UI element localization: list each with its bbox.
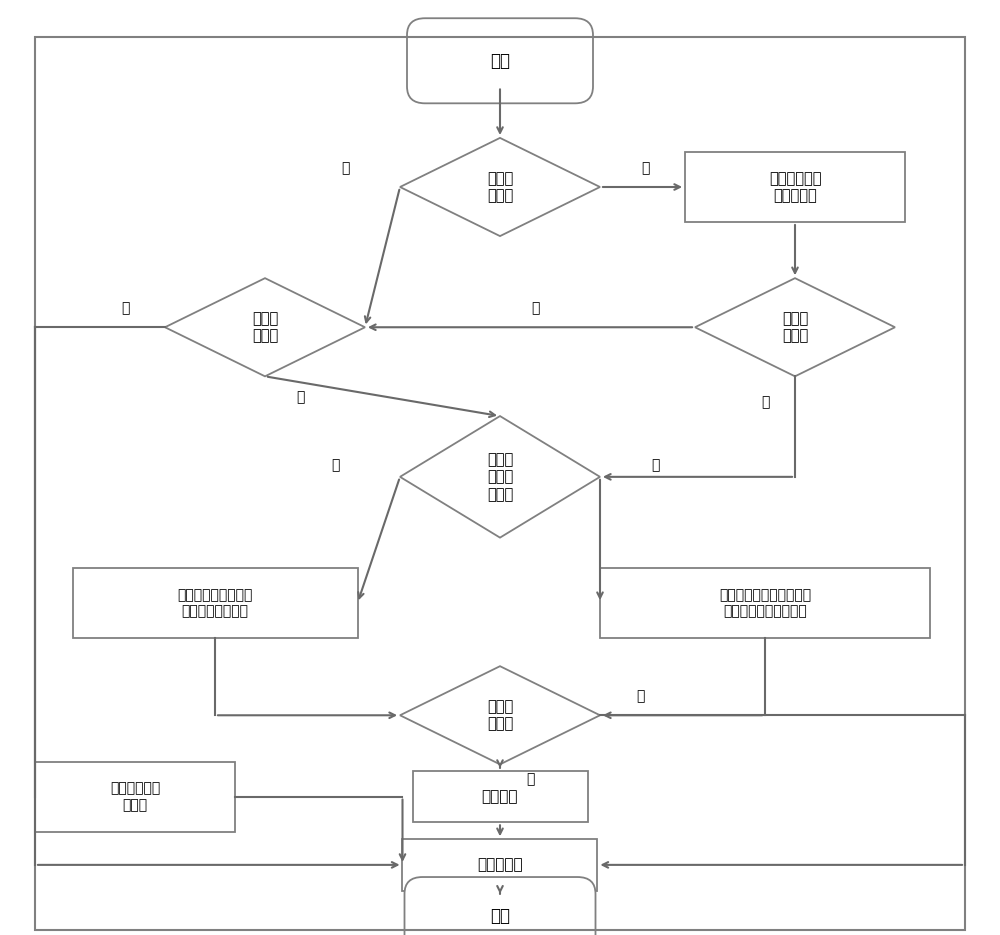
Text: 是: 是 xyxy=(651,459,659,472)
Text: 否: 否 xyxy=(331,459,339,472)
Polygon shape xyxy=(400,666,600,765)
FancyBboxPatch shape xyxy=(407,18,593,103)
Text: 提示管理员增
加节点: 提示管理员增 加节点 xyxy=(110,782,160,812)
Bar xyxy=(73,568,358,638)
Text: 停止均衡器: 停止均衡器 xyxy=(477,857,523,872)
Text: 选取该队列同机架负载最
小的节点作为目标节点: 选取该队列同机架负载最 小的节点作为目标节点 xyxy=(719,588,811,618)
Text: 是: 是 xyxy=(531,302,539,315)
Text: 空闲队
列为空: 空闲队 列为空 xyxy=(782,311,808,343)
Bar xyxy=(685,151,905,222)
Text: 源宿节
点验证: 源宿节 点验证 xyxy=(487,699,513,731)
Bar xyxy=(35,761,235,832)
Text: 均衡队
列为空: 均衡队 列为空 xyxy=(252,311,278,343)
Polygon shape xyxy=(400,137,600,236)
Text: 否: 否 xyxy=(761,396,769,410)
Text: 是: 是 xyxy=(341,162,349,175)
Polygon shape xyxy=(165,279,365,376)
Text: 选取该队列负载最小
节点作为目标节点: 选取该队列负载最小 节点作为目标节点 xyxy=(177,588,253,618)
Text: 结束: 结束 xyxy=(490,907,510,926)
Polygon shape xyxy=(695,279,895,376)
Text: 是否存
在同机
架节点: 是否存 在同机 架节点 xyxy=(487,452,513,502)
Polygon shape xyxy=(400,416,600,538)
FancyBboxPatch shape xyxy=(404,877,595,935)
Text: 否: 否 xyxy=(641,162,649,175)
Text: 否: 否 xyxy=(636,690,644,703)
Text: 选取过载节点
作为源节点: 选取过载节点 作为源节点 xyxy=(769,171,821,203)
Bar xyxy=(600,568,930,638)
Bar xyxy=(402,840,597,890)
Text: 否: 否 xyxy=(296,390,304,404)
Text: 负载迁移: 负载迁移 xyxy=(482,789,518,804)
Text: 过载队
列为空: 过载队 列为空 xyxy=(487,171,513,203)
Text: 是: 是 xyxy=(526,772,534,786)
Bar xyxy=(413,770,588,823)
Text: 开始: 开始 xyxy=(490,51,510,70)
Text: 是: 是 xyxy=(121,302,129,315)
